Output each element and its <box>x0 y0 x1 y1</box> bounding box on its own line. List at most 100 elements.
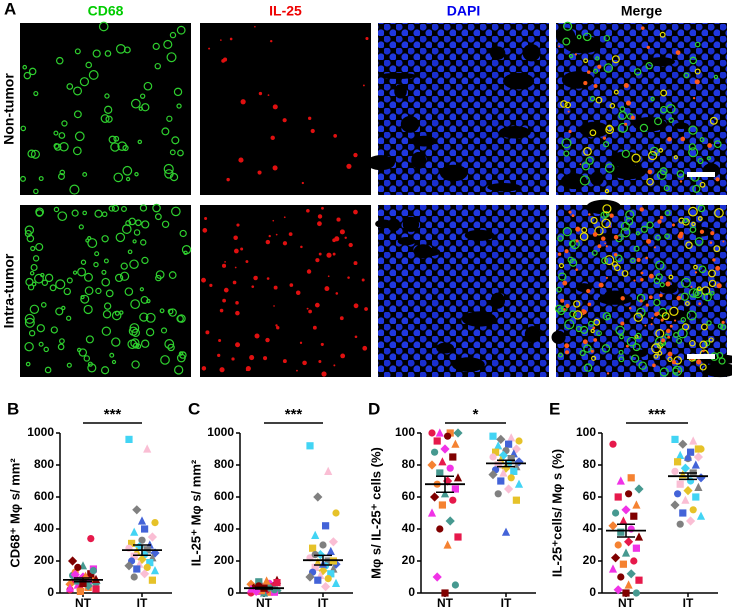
cd68-cell <box>650 96 655 102</box>
il25-cell <box>657 219 662 224</box>
cd68-cell <box>664 233 670 240</box>
cd68-cell <box>579 175 590 186</box>
il25-cell <box>694 271 698 274</box>
cd68-cell <box>716 351 724 359</box>
il25-cell <box>636 257 641 262</box>
cd68-cell <box>171 206 181 217</box>
column-header: Merge <box>621 3 662 19</box>
cd68-cell <box>618 122 629 133</box>
y-tick-label: 100 <box>395 425 415 439</box>
il25-cell <box>592 326 596 330</box>
il25-cell <box>240 99 246 105</box>
il25-cell <box>204 216 208 220</box>
stroma-gap <box>366 155 396 171</box>
il25-cell <box>314 302 320 308</box>
il25-cell <box>224 261 226 263</box>
il25-cell <box>582 339 588 345</box>
data-point <box>501 527 511 536</box>
cd68-cell <box>122 144 129 152</box>
cd68-cell <box>78 348 88 357</box>
cd68-cell <box>143 81 153 91</box>
cd68-cell <box>655 260 665 270</box>
cd68-cell <box>109 352 115 358</box>
cd68-cell <box>101 326 112 336</box>
data-point <box>496 434 506 444</box>
il25-cell <box>640 278 644 282</box>
il25-cell <box>308 116 312 120</box>
cd68-cell <box>669 306 679 316</box>
data-point <box>427 460 437 470</box>
cd68-cell <box>161 220 170 229</box>
data-point <box>494 490 502 498</box>
il25-cell <box>667 136 672 142</box>
stroma-gap <box>659 284 678 294</box>
cd68-cell <box>25 361 31 367</box>
stroma-gap <box>632 116 667 132</box>
cd68-cell <box>168 308 177 317</box>
cd68-cell <box>573 300 581 308</box>
data-point <box>453 428 463 438</box>
data-point <box>625 490 633 498</box>
cd68-cell <box>135 343 142 350</box>
il25-cell <box>707 143 713 148</box>
cd68-cell <box>591 249 598 256</box>
il25-cell <box>593 84 598 88</box>
data-point <box>70 570 80 580</box>
cd68-cell <box>69 184 80 195</box>
cd68-cell <box>59 169 66 176</box>
cd68-cell <box>569 239 580 250</box>
data-point <box>634 532 644 541</box>
il25-cell <box>257 170 262 175</box>
il25-cell <box>633 279 636 282</box>
cd68-cell <box>633 68 642 76</box>
il25-cell <box>639 299 643 303</box>
cd68-cell <box>700 323 708 331</box>
data-point <box>689 506 697 514</box>
il25-cell <box>639 207 644 212</box>
data-point <box>143 563 151 572</box>
y-tick-label: 800 <box>214 457 234 471</box>
il25-cell <box>571 214 575 218</box>
cd68-cell <box>625 217 634 226</box>
cd68-cell <box>104 105 113 114</box>
il25-cell <box>362 84 365 87</box>
data-point <box>676 480 684 488</box>
il25-cell <box>659 215 664 220</box>
cd68-cell <box>604 188 610 194</box>
data-point <box>318 566 328 576</box>
cd68-cell <box>697 216 703 221</box>
data-point <box>617 528 625 536</box>
data-point <box>670 500 680 510</box>
cd68-cell <box>124 287 134 296</box>
il25-cell <box>364 307 368 311</box>
cd68-cell <box>38 176 44 182</box>
y-tick-label: 200 <box>214 553 234 567</box>
stroma-gap <box>674 122 689 130</box>
il25-cell <box>255 275 258 278</box>
cd68-cell <box>579 350 586 357</box>
il25-cell <box>273 305 275 307</box>
cd68-cell <box>103 302 112 310</box>
data-point <box>319 541 327 549</box>
cd68-cell <box>645 62 653 70</box>
cd68-cell <box>709 116 718 125</box>
stroma-gap <box>503 72 535 90</box>
data-point <box>621 505 631 515</box>
cd68-cell <box>681 277 691 288</box>
cd68-cell <box>625 210 635 220</box>
cd68-cell <box>59 142 69 152</box>
cd68-cell <box>34 273 44 284</box>
data-point <box>125 435 133 443</box>
data-point <box>255 578 263 586</box>
cd68-cell <box>105 115 113 123</box>
stroma-gap <box>375 219 393 229</box>
cd68-cell <box>661 312 670 320</box>
il25-cell <box>645 256 648 260</box>
cd68-cell <box>131 328 141 338</box>
cd68-cell <box>714 208 724 218</box>
il25-cell <box>236 223 240 227</box>
cd68-cell <box>166 52 177 63</box>
data-point <box>87 535 95 543</box>
cd68-cell <box>53 130 59 136</box>
il25-cell <box>597 244 602 249</box>
